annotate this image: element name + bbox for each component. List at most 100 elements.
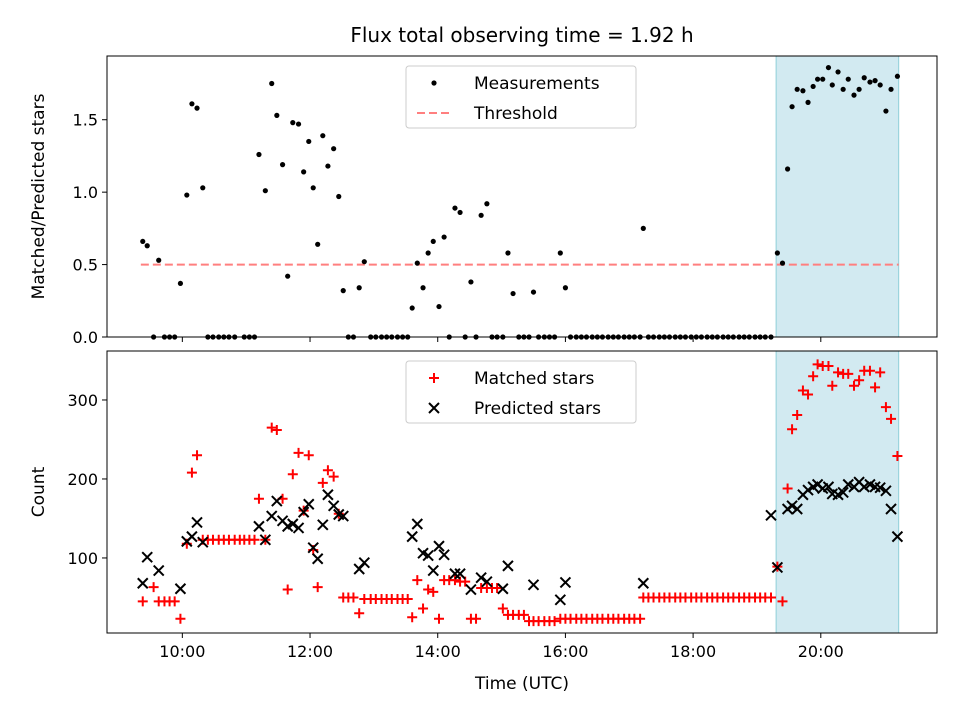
measurement-point bbox=[144, 243, 150, 249]
measurement-point bbox=[295, 121, 302, 127]
matched-star-point bbox=[328, 471, 339, 482]
axes-frame bbox=[106, 55, 938, 338]
measurement-point bbox=[189, 101, 195, 107]
matched-star-point bbox=[402, 594, 413, 605]
y-tick-label: 0.5 bbox=[73, 256, 98, 275]
legend-marker-measurements bbox=[431, 80, 437, 86]
predicted-star-point bbox=[303, 498, 315, 510]
predicted-star-point bbox=[311, 553, 324, 565]
predicted-star-point bbox=[271, 495, 283, 507]
y-tick-label: 0.0 bbox=[73, 328, 98, 347]
measurement-point bbox=[269, 80, 275, 87]
legend-box bbox=[405, 360, 637, 424]
matched-star-point bbox=[787, 424, 798, 435]
measurement-point bbox=[805, 99, 811, 105]
matched-star-point bbox=[348, 592, 359, 603]
x-tick-label: 18:00 bbox=[670, 642, 716, 661]
measurement-point bbox=[361, 259, 367, 265]
measurement-point bbox=[478, 212, 484, 218]
predicted-star-point bbox=[427, 564, 439, 577]
matched-star-point bbox=[282, 584, 293, 595]
predicted-star-point bbox=[406, 530, 418, 543]
measurement-point bbox=[640, 225, 646, 231]
measurement-point bbox=[325, 163, 331, 169]
matched-star-point bbox=[317, 477, 328, 488]
measurement-point bbox=[336, 193, 342, 200]
measurement-point bbox=[140, 238, 146, 245]
measurement-point bbox=[457, 209, 463, 216]
legend-marker-predicted bbox=[428, 402, 440, 414]
x-tick-label: 20:00 bbox=[798, 642, 844, 661]
legend-label: Measurements bbox=[474, 74, 600, 94]
matched-star-point bbox=[854, 375, 865, 386]
x-tick-label: 10:00 bbox=[159, 642, 205, 661]
x-tick-label: 14:00 bbox=[415, 642, 461, 661]
matched-star-point bbox=[777, 596, 788, 607]
predicted-star-point bbox=[475, 571, 487, 584]
legend-label: Threshold bbox=[473, 104, 558, 124]
predicted-star-point bbox=[891, 530, 904, 543]
y-tick-label: 100 bbox=[67, 549, 98, 568]
predicted-star-point bbox=[141, 551, 153, 563]
measurement-point bbox=[184, 192, 190, 198]
measurement-point bbox=[800, 88, 806, 94]
x-tick-label: 16:00 bbox=[542, 642, 588, 661]
predicted-star-point bbox=[137, 577, 149, 589]
measurement-point bbox=[256, 151, 262, 158]
predicted-star-point bbox=[837, 486, 849, 499]
matched-star-point bbox=[823, 361, 834, 372]
predicted-star-point bbox=[422, 549, 434, 562]
matched-star-point bbox=[792, 409, 803, 420]
measurement-point bbox=[774, 250, 780, 256]
matched-star-point bbox=[803, 389, 814, 400]
measurement-point bbox=[320, 133, 326, 139]
measurement-point bbox=[301, 169, 307, 175]
measurement-point bbox=[810, 83, 816, 90]
measurement-point bbox=[851, 92, 857, 98]
axes-frame bbox=[106, 350, 938, 634]
y-axis-label: Matched/Predicted stars bbox=[29, 93, 49, 299]
measurement-point bbox=[861, 75, 867, 81]
matched-star-point bbox=[175, 613, 186, 624]
matched-star-point bbox=[271, 424, 282, 435]
measurement-point bbox=[409, 305, 415, 311]
matched-star-point bbox=[833, 367, 844, 378]
measurement-point bbox=[306, 138, 312, 145]
matched-star-point bbox=[137, 596, 148, 607]
legend-label: Predicted stars bbox=[474, 399, 601, 419]
y-tick-label: 1.5 bbox=[73, 111, 98, 130]
matched-star-point bbox=[808, 371, 819, 382]
measurement-point bbox=[829, 82, 835, 88]
measurement-point bbox=[310, 185, 316, 191]
measurement-point bbox=[888, 86, 894, 92]
matched-star-point bbox=[849, 380, 859, 391]
predicted-star-point bbox=[454, 568, 466, 580]
measurement-point bbox=[557, 250, 563, 256]
matched-star-point bbox=[266, 422, 277, 433]
measurement-point bbox=[562, 285, 569, 291]
measurement-point bbox=[331, 146, 337, 152]
y-tick-label: 1.0 bbox=[73, 183, 98, 202]
matched-star-point bbox=[875, 367, 886, 378]
matched-star-point bbox=[886, 413, 897, 424]
matched-star-point bbox=[518, 609, 529, 620]
measurement-point bbox=[452, 205, 458, 211]
predicted-star-point bbox=[307, 541, 319, 554]
predicted-star-point bbox=[411, 518, 423, 530]
measurement-point bbox=[441, 234, 447, 240]
matched-star-point bbox=[797, 385, 808, 396]
measurement-point bbox=[894, 73, 901, 79]
measurement-point bbox=[505, 250, 511, 256]
predicted-star-point bbox=[481, 575, 493, 588]
predicted-star-point bbox=[502, 560, 514, 572]
measurement-point bbox=[430, 238, 436, 245]
predicted-star-point bbox=[559, 576, 572, 589]
predicted-star-point bbox=[885, 503, 897, 515]
predicted-star-point bbox=[822, 481, 835, 493]
measurement-point bbox=[425, 250, 431, 256]
matched-star-point bbox=[303, 450, 314, 461]
measurement-point bbox=[315, 241, 321, 247]
predicted-star-point bbox=[802, 484, 814, 496]
matched-star-point bbox=[492, 582, 503, 593]
measurement-point bbox=[877, 82, 883, 88]
